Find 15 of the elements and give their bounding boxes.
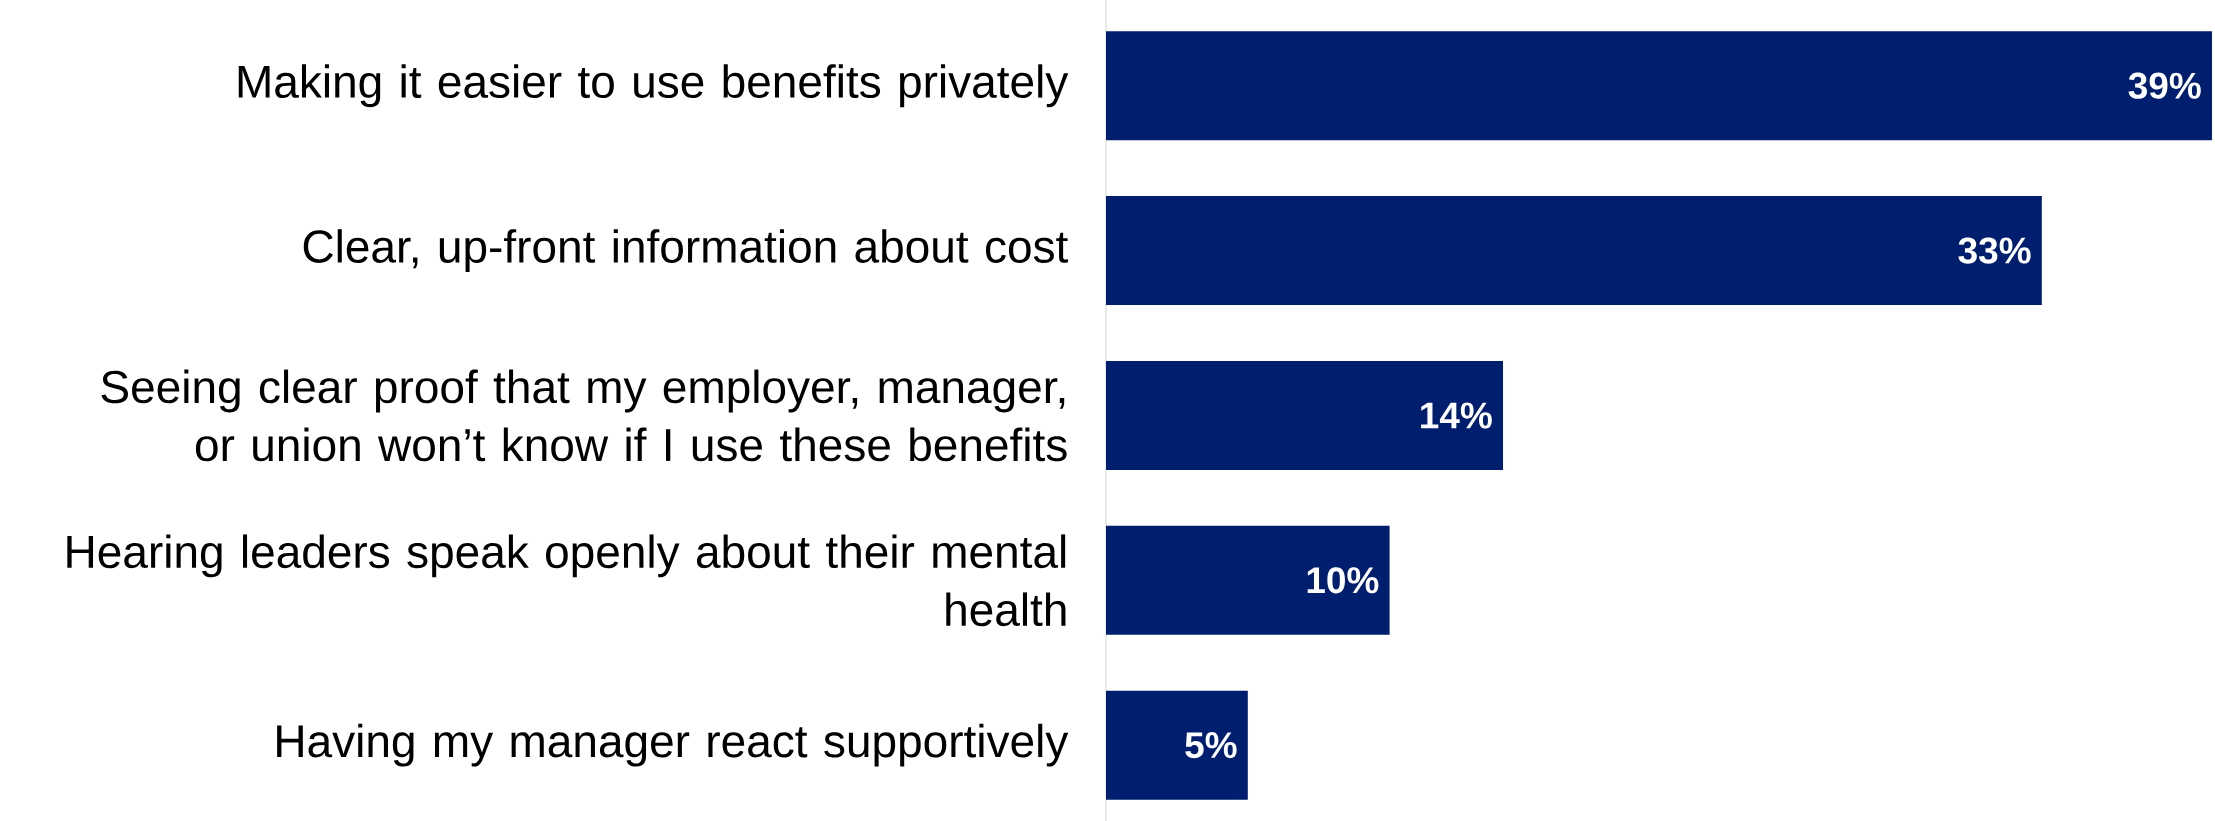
y-tick-label: Clear, up-front information about cost <box>303 229 1069 273</box>
bar <box>1106 196 2042 306</box>
data-label: 33% <box>1958 237 2031 264</box>
y-tick-label: Making it easier to use benefits privately <box>238 64 1069 108</box>
y-tick-label: Seeing clear proof that my employer, manager, or union won’t know if I use these benefits <box>101 369 1067 462</box>
bar <box>1106 525 1390 635</box>
bar <box>1106 31 2212 141</box>
bar <box>1106 360 1504 470</box>
y-tick-label: Hearing leaders speak openly about their mental health <box>67 534 1066 627</box>
data-label: 14% <box>1421 402 1492 429</box>
data-label: 10% <box>1307 567 1379 594</box>
bar <box>1106 690 1248 800</box>
data-label: 39% <box>2128 72 2201 99</box>
data-label: 5% <box>1185 732 1237 759</box>
y-tick-label: Having my manager react supportively <box>277 723 1069 767</box>
